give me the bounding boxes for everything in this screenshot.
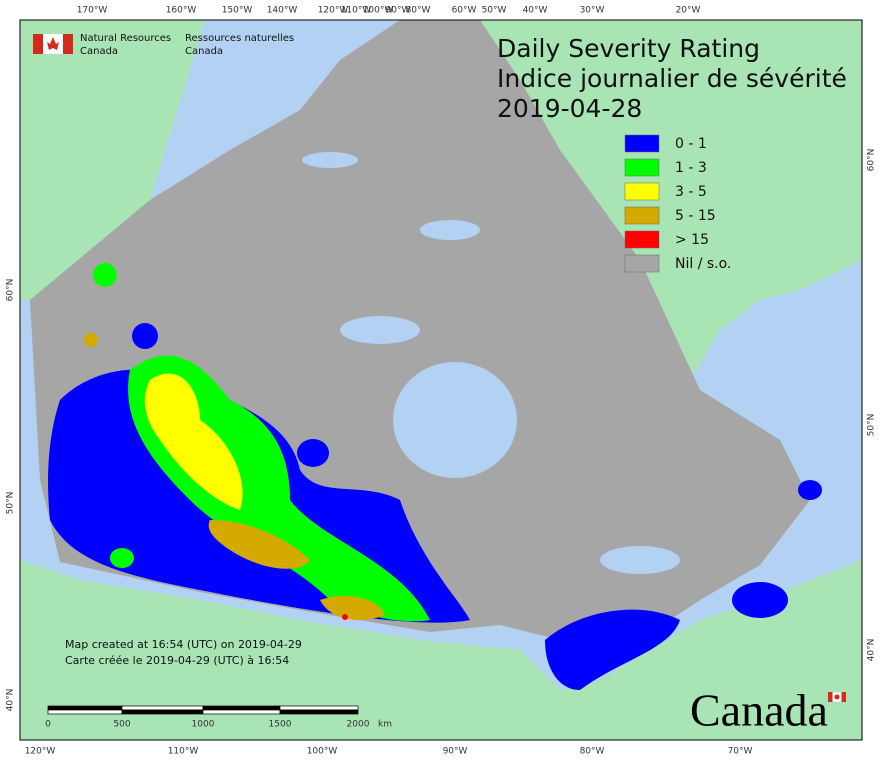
maple-leaf [47, 37, 59, 50]
credit: Carte créée le 2019-04-29 (UTC) à 16:54 [65, 654, 289, 667]
scale-segment [121, 705, 204, 711]
legend-label: 0 - 1 [675, 136, 707, 152]
wordmark-leaf [834, 694, 840, 700]
org-name: Canada [185, 46, 223, 57]
legend-label: Nil / s.o. [675, 256, 731, 272]
title: Indice journalier de sévérité [497, 64, 847, 93]
greenland [480, 20, 862, 380]
scale-label: 500 [113, 720, 130, 730]
longitude-label: 110°W [168, 747, 199, 757]
longitude-label: 160°W [166, 6, 197, 16]
longitude-label: 70°W [728, 747, 753, 757]
severity-0-1 [297, 439, 329, 467]
scale-unit: km [378, 720, 392, 730]
severity-1-3 [93, 263, 117, 287]
flag-band [63, 34, 73, 54]
severity-1-3 [128, 355, 431, 622]
legend-label: 1 - 3 [675, 160, 707, 176]
legend-swatch [624, 182, 660, 201]
longitude-label: 80°W [406, 6, 431, 16]
org-name: Canada [80, 46, 118, 57]
longitude-label: 90°W [443, 747, 468, 757]
united-states [20, 560, 862, 740]
scale-label: 1000 [192, 720, 215, 730]
map-border [19, 19, 863, 741]
wordmark: Canada [690, 685, 847, 736]
severity-15-plus [342, 614, 348, 620]
scale-segment [279, 709, 359, 715]
severity-5-15 [208, 520, 310, 569]
severity-1-3 [110, 548, 134, 568]
longitude-label: 120°W [318, 6, 349, 16]
latitude-label: 60°N [867, 149, 877, 172]
longitude-label: 80°W [580, 747, 605, 757]
latitude-label: 50°N [6, 492, 16, 515]
longitude-label: 90°W [386, 6, 411, 16]
scale-label: 1500 [269, 720, 292, 730]
scale-segment [279, 705, 359, 711]
credit: Map created at 16:54 (UTC) on 2019-04-29 [65, 638, 302, 651]
arctic-channel [340, 316, 420, 344]
latitude-label: 40°N [6, 689, 16, 712]
legend-swatch [624, 254, 660, 273]
longitude-label: 60°W [452, 6, 477, 16]
legend-swatch [624, 158, 660, 177]
scale-segment [202, 709, 281, 715]
longitude-label: 100°W [307, 747, 338, 757]
longitude-label: 20°W [676, 6, 701, 16]
severity-0-1 [132, 323, 158, 349]
legend-swatch [624, 206, 660, 225]
gulf-st-lawrence [600, 546, 680, 574]
longitude-label: 40°W [523, 6, 548, 16]
legend-label: 3 - 5 [675, 184, 707, 200]
scale-segment [47, 709, 123, 715]
longitude-label: 110°W [341, 6, 372, 16]
nrcan-signature: Natural Resources Canada Ressources natu… [33, 33, 294, 57]
map-frame [20, 20, 862, 740]
legend-label: 5 - 15 [675, 208, 716, 224]
org-name: Natural Resources [80, 33, 171, 44]
longitude-label: 50°W [482, 6, 507, 16]
scale-segment [121, 709, 204, 715]
severity-0-1 [732, 582, 788, 618]
flag-band [33, 34, 43, 54]
wordmark-flag-band [841, 692, 846, 702]
scale-segment [202, 705, 281, 711]
latitude-label: 50°N [867, 414, 877, 437]
longitude-label: 120°W [25, 747, 56, 757]
severity-areas [48, 263, 822, 690]
scale-label: 0 [45, 720, 51, 730]
legend-swatch [624, 134, 660, 153]
severity-0-1 [798, 480, 822, 500]
wordmark-flag-band [828, 692, 833, 702]
longitude-label: 100°W [363, 6, 394, 16]
longitude-label: 150°W [222, 6, 253, 16]
severity-3-5 [144, 373, 243, 510]
title: Daily Severity Rating [497, 34, 760, 63]
org-name: Ressources naturelles [185, 33, 294, 44]
alaska [20, 20, 205, 300]
severity-5-15 [84, 333, 98, 347]
longitude-label: 170°W [77, 6, 108, 16]
longitude-label: 140°W [267, 6, 298, 16]
wordmark-text: Canada [690, 685, 828, 736]
longitude-label: 30°W [580, 6, 605, 16]
latitude-label: 40°N [867, 639, 877, 662]
severity-5-15 [320, 595, 385, 620]
severity-0-1 [545, 609, 680, 690]
scale-label: 2000 [347, 720, 370, 730]
scale-segment [47, 705, 123, 711]
latitude-label: 60°N [6, 279, 16, 302]
legend-label: > 15 [675, 232, 709, 248]
arctic-channel [302, 152, 358, 168]
hudson-bay [393, 362, 517, 478]
arctic-channel [420, 220, 480, 240]
legend-swatch [624, 230, 660, 249]
title: 2019-04-28 [497, 94, 642, 123]
